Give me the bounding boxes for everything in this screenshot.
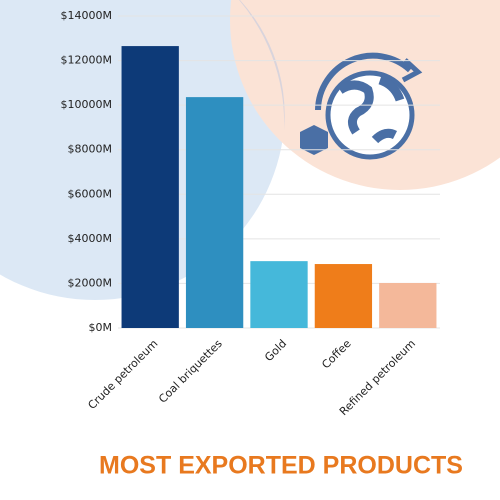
bar: [314, 264, 373, 328]
y-tick-label: $14000M: [61, 9, 112, 22]
y-tick-label: $10000M: [61, 98, 112, 111]
x-tick-label: Gold: [262, 337, 289, 364]
bar: [379, 282, 437, 328]
y-tick-label: $4000M: [68, 232, 112, 245]
y-tick-label: $8000M: [68, 143, 112, 156]
chart-title: MOST EXPORTED PRODUCTS: [99, 452, 463, 480]
x-tick-label: Crude petroleum: [85, 337, 160, 412]
y-tick-label: $2000M: [68, 276, 112, 289]
x-tick-label: Coal briquettes: [156, 337, 225, 406]
y-tick-label: $12000M: [61, 54, 112, 67]
bar: [185, 97, 244, 329]
bar: [121, 46, 179, 328]
x-tick-label: Coffee: [319, 337, 353, 371]
bar: [250, 261, 308, 328]
y-tick-label: $6000M: [68, 187, 112, 200]
y-tick-label: $0M: [89, 321, 113, 334]
